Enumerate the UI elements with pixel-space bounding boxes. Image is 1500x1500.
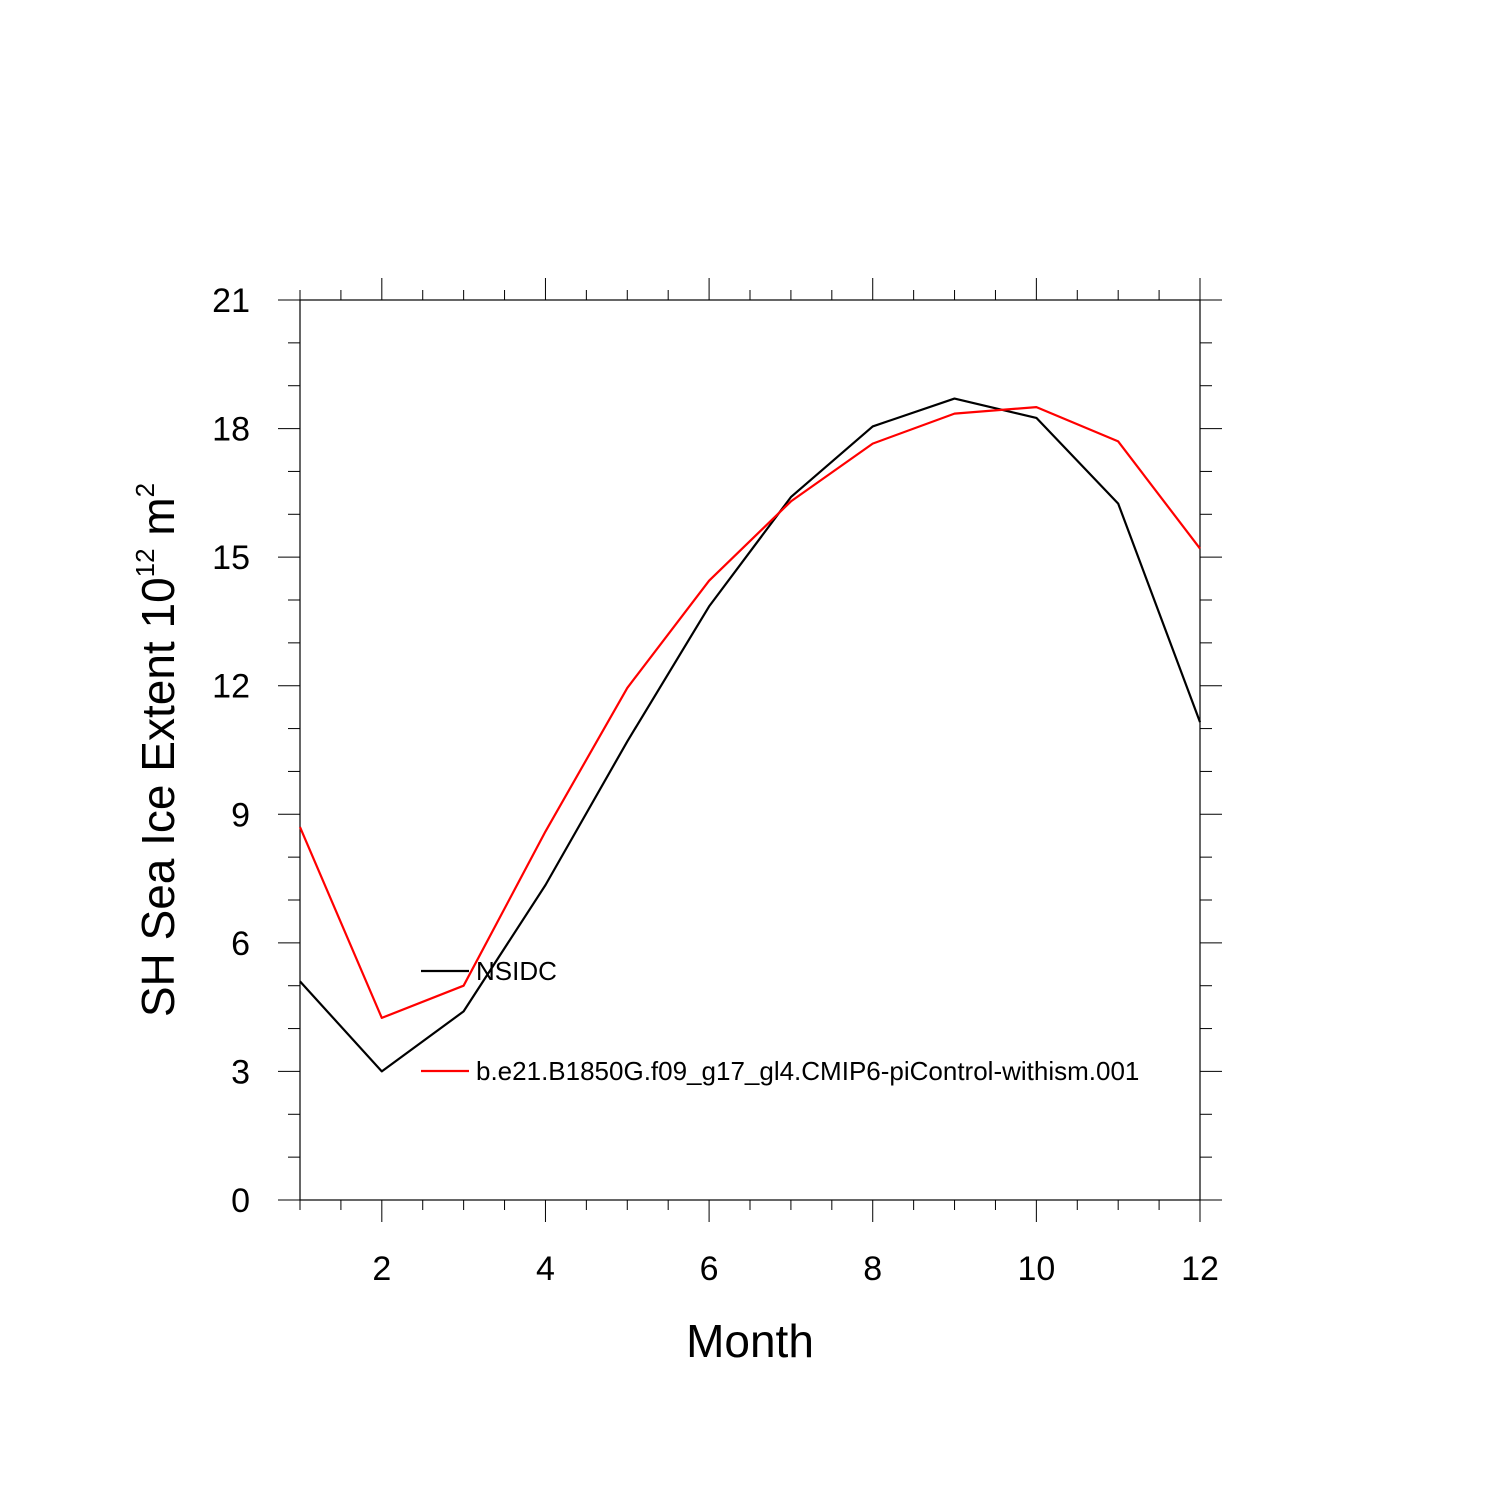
y-tick-label: 6 <box>231 925 250 963</box>
y-tick-label: 21 <box>212 282 250 320</box>
y-axis-title-exp1: 12 <box>130 548 160 577</box>
y-axis-title-mid: m <box>132 497 184 548</box>
y-tick-label: 15 <box>212 539 250 577</box>
y-axis-title: SH Sea Ice Extent 1012 m2 <box>130 483 184 1017</box>
x-tick-label: 12 <box>1181 1250 1219 1288</box>
tick-labels: 2 4 6 8 10 12 0 3 6 9 12 15 18 21 <box>212 282 1219 1288</box>
y-tick-label: 12 <box>212 668 250 706</box>
x-tick-label: 10 <box>1017 1250 1055 1288</box>
x-tick-label: 8 <box>863 1250 882 1288</box>
x-tick-label: 4 <box>536 1250 555 1288</box>
y-axis-title-base: SH Sea Ice Extent 10 <box>132 577 184 1017</box>
axis-ticks <box>278 278 1222 1222</box>
y-axis-title-exp2: 2 <box>130 483 160 497</box>
x-tick-label: 6 <box>700 1250 719 1288</box>
y-tick-label: 18 <box>212 411 250 449</box>
legend: NSIDC b.e21.B1850G.f09_g17_gl4.CMIP6-piCo… <box>421 956 1139 1086</box>
series-line-1 <box>298 406 1201 1020</box>
series-lines <box>298 397 1202 1073</box>
y-tick-label: 9 <box>231 796 250 834</box>
legend-label-0: NSIDC <box>476 956 557 986</box>
x-axis-title: Month <box>686 1315 814 1367</box>
y-tick-label: 0 <box>231 1182 250 1220</box>
series-line-0 <box>299 397 1202 1073</box>
legend-label-1: b.e21.B1850G.f09_g17_gl4.CMIP6-piControl… <box>476 1056 1139 1086</box>
x-tick-label: 2 <box>372 1250 391 1288</box>
y-tick-label: 3 <box>231 1053 250 1091</box>
